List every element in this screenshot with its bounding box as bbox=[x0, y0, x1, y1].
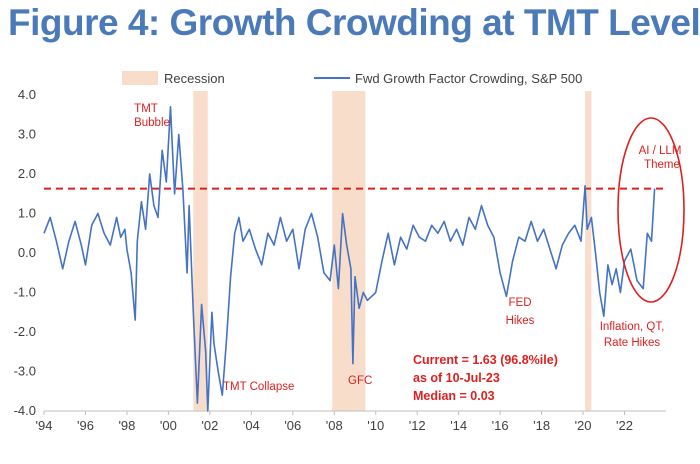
x-tick-label: '08 bbox=[326, 418, 343, 433]
x-tick-label: '12 bbox=[409, 418, 426, 433]
y-tick-label: -4.0 bbox=[14, 403, 36, 418]
annotation-ai-llm-line1: AI / LLM bbox=[639, 145, 682, 157]
y-tick-label: 0.0 bbox=[18, 245, 36, 260]
chart-title: Figure 4: Growth Crowding at TMT Levels bbox=[8, 2, 700, 43]
x-axis: '94 '96 '98 '00 '02 '04 '06 '08 '10 '12 '14 '16 '18 '… bbox=[36, 411, 633, 433]
x-tick-label: '94 bbox=[36, 418, 53, 433]
x-tick-label: '00 bbox=[160, 418, 177, 433]
ai-llm-highlight-ellipse bbox=[617, 117, 685, 303]
annotation-inflation-line1: Inflation, QT, bbox=[600, 321, 665, 333]
legend-recession-swatch bbox=[122, 71, 158, 85]
recession-band-2 bbox=[332, 91, 366, 411]
x-tick-label: '98 bbox=[118, 418, 135, 433]
growth-crowding-series-line bbox=[43, 106, 656, 412]
x-tick-label: '18 bbox=[533, 418, 550, 433]
y-tick-label: -2.0 bbox=[14, 324, 36, 339]
annotation-inflation-line2: Rate Hikes bbox=[604, 337, 660, 349]
annotation-tmt-collapse: TMT Collapse bbox=[223, 381, 294, 393]
annotation-gfc: GFC bbox=[348, 375, 372, 387]
legend-recession-label: Recession bbox=[164, 71, 225, 86]
y-tick-label: -3.0 bbox=[14, 364, 36, 379]
y-tick-label: 2.0 bbox=[18, 166, 36, 181]
annotation-tmt-bubble-line2: Bubble bbox=[134, 117, 170, 129]
x-tick-label: '22 bbox=[616, 418, 633, 433]
annotation-ai-llm-line2: Theme bbox=[644, 159, 680, 171]
y-tick-label: 3.0 bbox=[18, 127, 36, 142]
legend: Recession Fwd Growth Factor Crowding, S&… bbox=[122, 71, 582, 86]
stat-as-of-date: as of 10-Jul-23 bbox=[413, 371, 500, 385]
legend-series-label: Fwd Growth Factor Crowding, S&P 500 bbox=[355, 71, 582, 86]
annotation-fed-hikes-line2: Hikes bbox=[506, 315, 535, 327]
x-tick-label: '96 bbox=[77, 418, 94, 433]
x-tick-label: '04 bbox=[243, 418, 260, 433]
x-tick-label: '10 bbox=[367, 418, 384, 433]
recession-band-3 bbox=[585, 91, 592, 411]
annotation-tmt-bubble-line1: TMT bbox=[134, 103, 158, 115]
stat-median: Median = 0.03 bbox=[413, 389, 495, 403]
y-tick-label: 1.0 bbox=[18, 206, 36, 221]
x-tick-label: '06 bbox=[284, 418, 301, 433]
y-axis: 4.0 3.0 2.0 1.0 0.0 -1.0 -2.0 -3.0 -4.0 bbox=[14, 87, 36, 418]
x-tick-label: '14 bbox=[450, 418, 467, 433]
y-tick-label: 4.0 bbox=[18, 87, 36, 102]
annotation-fed-hikes-line1: FED bbox=[509, 297, 532, 309]
x-tick-label: '02 bbox=[201, 418, 218, 433]
stat-current-value: Current = 1.63 (96.8%ile) bbox=[413, 353, 558, 367]
y-tick-label: -1.0 bbox=[14, 285, 36, 300]
x-tick-label: '16 bbox=[492, 418, 509, 433]
x-tick-label: '20 bbox=[575, 418, 592, 433]
